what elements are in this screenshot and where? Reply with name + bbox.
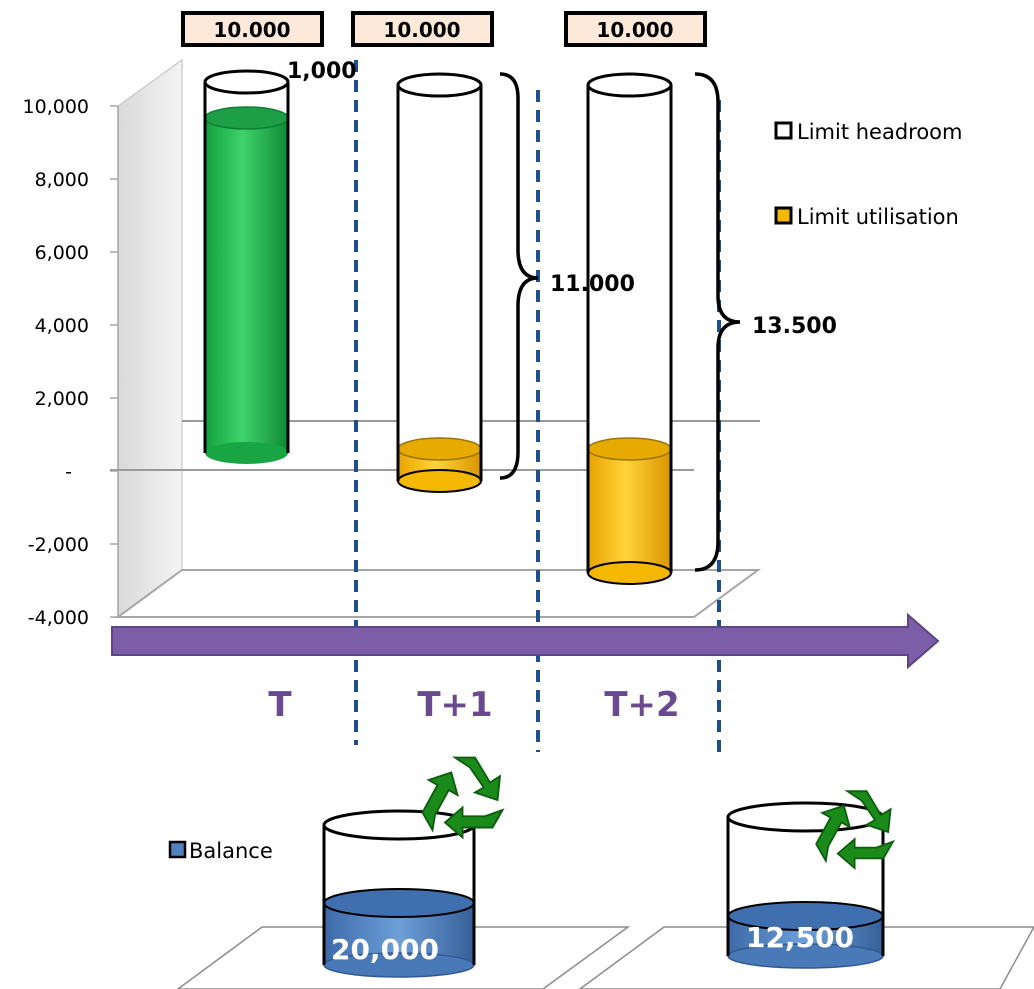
headroom-annotation-t: 1,000 <box>287 59 357 84</box>
period-label-t1: T+1 <box>417 685 492 725</box>
limit-label: 10.000 <box>213 18 290 42</box>
legend-swatch-headroom <box>774 121 793 140</box>
cylinder-t2 <box>586 72 673 585</box>
balance-cylinder-1: 20,000 <box>322 809 476 978</box>
brace-t1 <box>499 72 539 480</box>
y-tick-label: -2,000 <box>28 534 89 556</box>
legend: Limit headroom Limit utilisation <box>774 120 963 229</box>
limit-box-t1: 10.000 <box>351 11 494 47</box>
recycle-arrow <box>443 805 505 840</box>
recycle-arrow <box>815 804 852 864</box>
bar-limit-headroom-t2 <box>588 85 671 449</box>
legend-label-utilisation: Limit utilisation <box>797 205 959 229</box>
cylinder-t1 <box>396 72 483 493</box>
bar-limit-utilisation-t2 <box>588 449 671 573</box>
y-tick-label: 8,000 <box>35 169 89 191</box>
y-tick-label: 2,000 <box>35 388 89 410</box>
limit-label: 10.000 <box>383 18 460 42</box>
recycle-icon <box>421 756 505 840</box>
period-label-t2: T+2 <box>604 685 679 725</box>
y-tick-label: 6,000 <box>35 242 89 264</box>
recycle-arrow <box>451 756 502 802</box>
headroom-annotation-t1: 11.000 <box>550 272 635 297</box>
balance-value: 12,500 <box>746 921 854 954</box>
period-label-t: T <box>268 685 292 725</box>
recycle-arrow <box>421 771 460 833</box>
balance-cylinder-2: 12,500 <box>726 801 885 969</box>
legend-swatch-balance <box>168 840 187 859</box>
legend-label-headroom: Limit headroom <box>797 120 963 144</box>
recycle-arrow <box>836 837 895 870</box>
bar-limit-used-t <box>205 118 288 453</box>
brace-t2 <box>694 72 741 572</box>
y-tick-label: 4,000 <box>35 315 89 337</box>
legend-label-balance: Balance <box>189 839 273 863</box>
y-tick-label: 10,000 <box>23 96 89 118</box>
limit-label: 10.000 <box>596 18 673 42</box>
recycle-arrow <box>844 790 892 834</box>
recycle-icon <box>815 790 895 870</box>
balance-legend: Balance <box>168 839 273 863</box>
limit-box-t: 10.000 <box>181 11 324 47</box>
legend-swatch-utilisation <box>774 206 793 225</box>
cylinder-t <box>203 69 290 464</box>
limit-box-t2: 10.000 <box>564 11 707 47</box>
y-tick-label: - <box>65 461 72 483</box>
balance-value: 20,000 <box>331 933 439 966</box>
headroom-annotation-t2: 13.500 <box>752 314 837 339</box>
y-axis-ticks: 10,000 8,000 6,000 4,000 2,000 - -2,000 -4,000 <box>23 96 118 629</box>
timeline-arrow <box>111 612 940 670</box>
bar-limit-headroom-t1 <box>398 85 481 449</box>
y-tick-label: -4,000 <box>28 607 89 629</box>
